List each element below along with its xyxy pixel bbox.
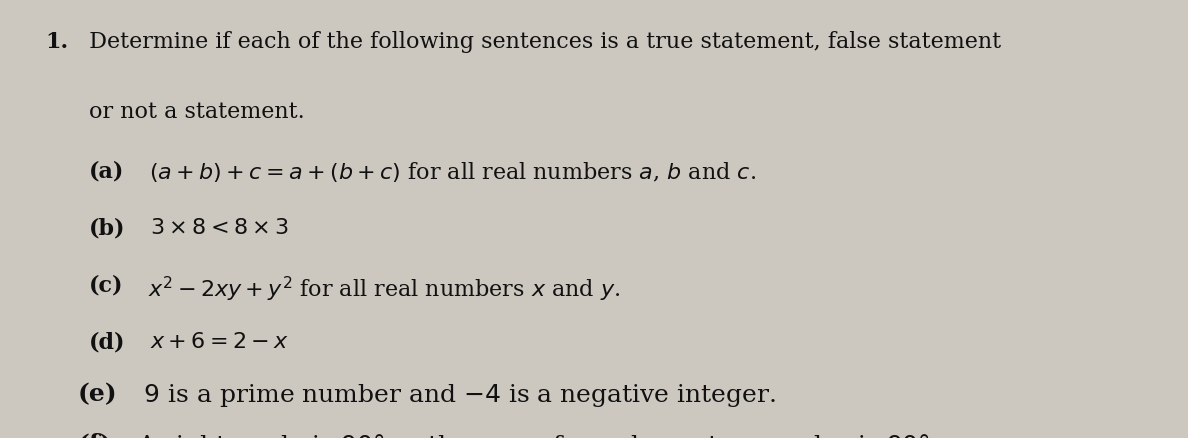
Text: (c): (c) <box>89 274 124 296</box>
Text: (e): (e) <box>77 381 116 405</box>
Text: or not a statement.: or not a statement. <box>89 101 305 123</box>
Text: Determine if each of the following sentences is a true statement, false statemen: Determine if each of the following sente… <box>75 31 1001 53</box>
Text: (b): (b) <box>89 217 126 239</box>
Text: A right angle is $90°$ or the sum of supplementary angles is $90°$.: A right angle is $90°$ or the sum of sup… <box>121 431 937 438</box>
Text: 1.: 1. <box>45 31 68 53</box>
Text: (d): (d) <box>89 331 126 353</box>
Text: $x^2 - 2xy + y^2$ for all real numbers $x$ and $y$.: $x^2 - 2xy + y^2$ for all real numbers $… <box>133 274 620 303</box>
Text: (a): (a) <box>89 160 125 182</box>
Text: $(a + b) + c = a + (b + c)$ for all real numbers $a$, $b$ and $c$.: $(a + b) + c = a + (b + c)$ for all real… <box>134 160 756 184</box>
Text: $3 \times 8 < 8 \times 3$: $3 \times 8 < 8 \times 3$ <box>137 217 289 239</box>
Text: (f): (f) <box>77 431 112 438</box>
Text: $x + 6 = 2 - x$: $x + 6 = 2 - x$ <box>137 331 289 353</box>
Text: $9$ is a prime number and $-4$ is a negative integer.: $9$ is a prime number and $-4$ is a nega… <box>128 381 776 408</box>
